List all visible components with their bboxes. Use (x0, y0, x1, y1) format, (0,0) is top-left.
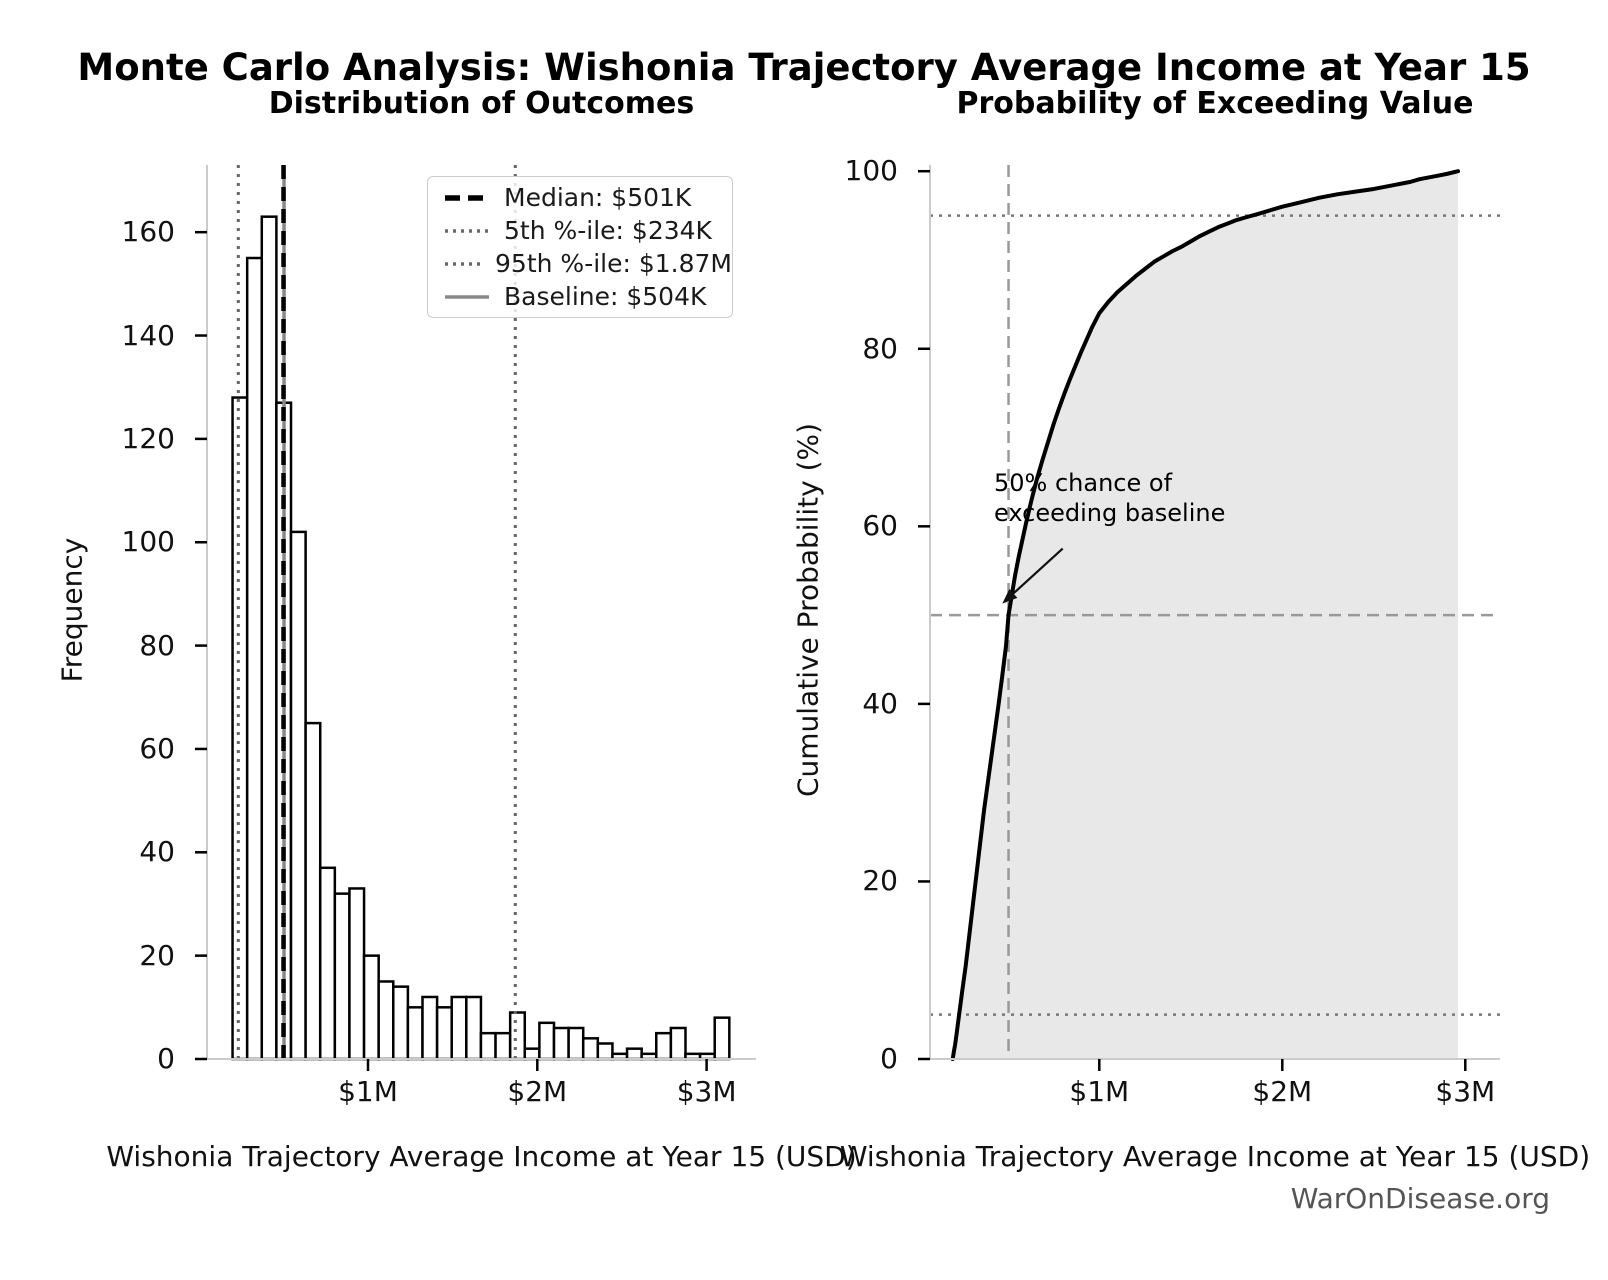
y-tick-label: 0 (157, 1042, 175, 1075)
legend-swatch-solid-line (445, 294, 489, 299)
legend-item: Baseline: $504K (444, 280, 732, 313)
cdf-canvas (918, 165, 1500, 1071)
y-tick-label: 60 (139, 731, 175, 765)
annotation-line-2: exceeding baseline (994, 499, 1226, 527)
legend-label: 5th %-ile: $234K (504, 216, 712, 245)
left-chart-title: Distribution of Outcomes (268, 86, 695, 121)
legend-swatch-dotted-line (445, 261, 482, 266)
x-tick-label: $3M (1435, 1075, 1496, 1108)
legend: Median: $501K 5th %-ile: $234K 95th %-ile:… (427, 176, 733, 318)
main-title: Monte Carlo Analysis: Wishonia Trajector… (77, 46, 1531, 89)
y-tick-label: 140 (121, 318, 175, 352)
histogram-canvas (195, 165, 756, 1071)
x-tick-label: $2M (1252, 1075, 1313, 1108)
x-tick-label: $1M (338, 1075, 398, 1108)
y-tick-label: 160 (121, 215, 175, 249)
y-tick-label: 120 (121, 421, 175, 455)
x-tick-label: $3M (676, 1075, 737, 1108)
legend-item: 95th %-ile: $1.87M (444, 247, 732, 280)
x-tick-label: $2M (507, 1075, 568, 1108)
y-tick-label: 20 (139, 938, 175, 972)
right-chart-title: Probability of Exceeding Value (956, 86, 1474, 121)
x-tick-label: $1M (1069, 1075, 1130, 1108)
legend-label: 95th %-ile: $1.87M (495, 249, 732, 278)
left-y-axis-label: Frequency (55, 537, 89, 683)
y-tick-label: 100 (844, 154, 898, 188)
y-tick-label: 80 (862, 331, 898, 365)
annotation-line-1: 50% chance of (994, 469, 1173, 497)
legend-swatch-dotted-line (445, 228, 489, 233)
legend-label: Median: $501K (504, 183, 692, 212)
legend-item: 5th %-ile: $234K (444, 214, 732, 247)
y-tick-label: 40 (139, 835, 175, 869)
annotation-50pct-baseline: 50% chance of exceeding baseline (994, 468, 1225, 528)
legend-swatch-dashed-line (445, 194, 489, 201)
y-tick-label: 20 (862, 864, 898, 898)
legend-label: Baseline: $504K (504, 282, 707, 311)
footer-link: WarOnDisease.org (1290, 1182, 1550, 1215)
y-tick-label: 0 (880, 1042, 898, 1075)
legend-item: Median: $501K (444, 181, 732, 214)
left-x-axis-label: Wishonia Trajectory Average Income at Ye… (106, 1140, 857, 1173)
right-x-axis-label: Wishonia Trajectory Average Income at Ye… (839, 1140, 1591, 1173)
right-y-axis-label: Cumulative Probability (%) (791, 422, 825, 798)
